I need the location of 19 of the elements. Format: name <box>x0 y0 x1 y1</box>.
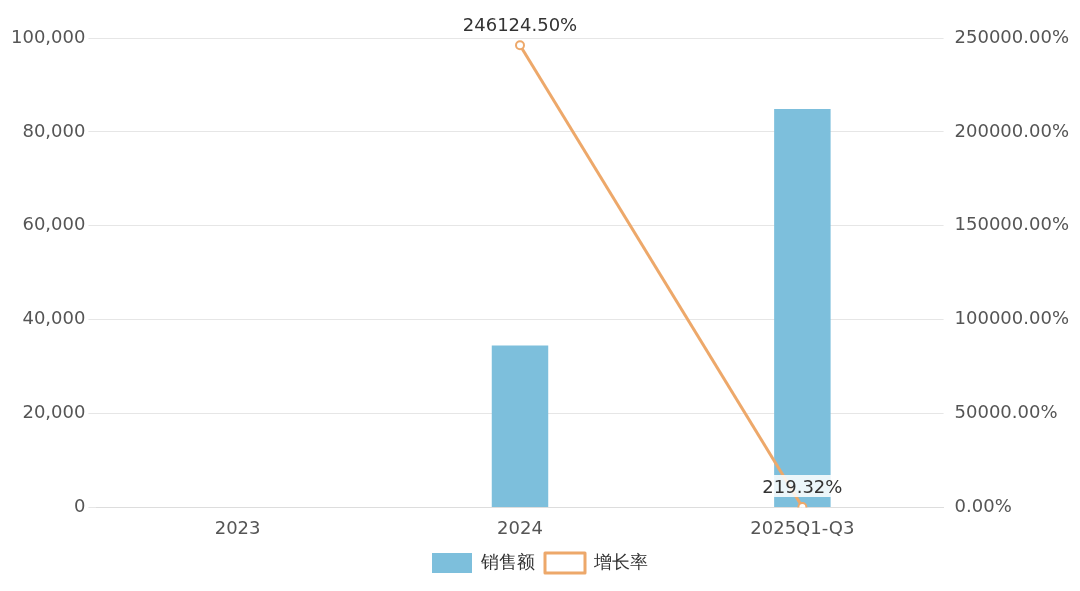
y-tick-label: 80,000 <box>22 119 86 141</box>
y2-tick-label: 0.00% <box>954 495 1012 517</box>
x-tick-label: 2024 <box>497 516 543 538</box>
data-label: 246124.50% <box>462 13 578 35</box>
y-tick-label: 60,000 <box>22 213 86 235</box>
y-tick-label: 100,000 <box>11 25 86 47</box>
y2-tick-label: 50000.00% <box>954 401 1058 423</box>
y2-tick-label: 200000.00% <box>954 119 1070 141</box>
legend-label: 销售额 <box>480 550 535 572</box>
data-label: 219.32% <box>762 475 843 497</box>
y2-tick-label: 150000.00% <box>954 213 1070 235</box>
y-tick-label: 40,000 <box>22 307 86 329</box>
y-tick-label: 20,000 <box>22 401 86 423</box>
legend-label: 增长率 <box>593 550 648 572</box>
y-tick-label: 0 <box>73 495 86 517</box>
x-tick-label: 2023 <box>214 516 261 538</box>
y2-tick-label: 100000.00% <box>954 307 1070 329</box>
y2-tick-label: 250000.00% <box>954 25 1070 47</box>
x-tick-label: 2025Q1-Q3 <box>750 516 855 538</box>
